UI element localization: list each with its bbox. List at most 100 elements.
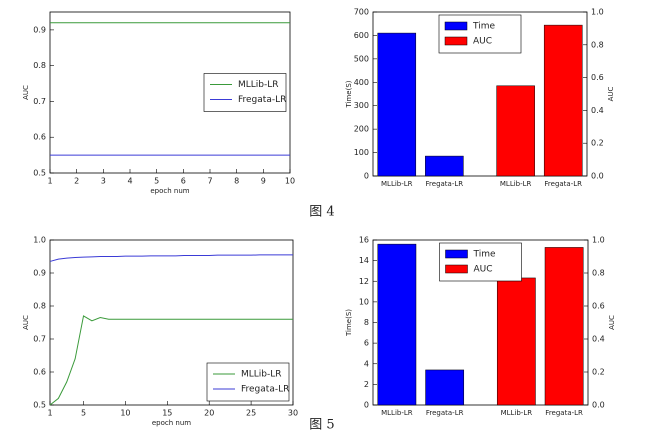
y2-tick-label: 0.2 (591, 139, 604, 148)
y-tick-label: 16 (359, 236, 369, 245)
legend-label: Time (473, 250, 496, 260)
x-tick-label: 10 (120, 409, 130, 418)
y-tick-label: 0.5 (33, 401, 46, 410)
bar (496, 277, 536, 406)
bar (544, 247, 584, 406)
x-tick-label: MLLib-LR (381, 180, 413, 188)
x-tick-label: 30 (288, 409, 298, 418)
y-tick-label: 8 (364, 318, 369, 327)
y2-tick-label: 0.8 (591, 40, 604, 49)
legend-swatch (444, 36, 468, 46)
y2-tick-label: 0.4 (592, 335, 605, 344)
x-tick-label: 15 (162, 409, 172, 418)
x-tick-label: 4 (127, 177, 132, 186)
legend-swatch (444, 21, 468, 31)
legend-swatch (445, 264, 468, 274)
plot-frame (372, 11, 588, 177)
x-tick-label: 3 (101, 177, 106, 186)
bar (425, 369, 465, 406)
x-tick-label: 8 (234, 177, 239, 186)
y2-axis-label: AUC (607, 86, 615, 101)
x-tick-label: 7 (207, 177, 212, 186)
y-axis-label: AUC (22, 315, 30, 330)
x-tick-label: MLLib-LR (381, 409, 413, 417)
x-axis-label: epoch num (150, 187, 189, 195)
x-tick-label: 5 (154, 177, 159, 186)
plot-frame (49, 239, 294, 406)
y-tick-label: 200 (354, 125, 369, 134)
legend-label: Fregata-LR (241, 385, 289, 395)
y-tick-label: 300 (354, 101, 369, 110)
y-tick-label: 1.0 (33, 236, 46, 245)
legend-label: Fregata-LR (238, 95, 286, 105)
x-tick-label: 20 (204, 409, 214, 418)
y2-tick-label: 1.0 (592, 236, 605, 245)
legend-label: AUC (473, 37, 492, 47)
bar (543, 24, 583, 177)
y-tick-label: 0.7 (33, 97, 46, 106)
legend-box (439, 242, 522, 282)
caption: 图 5 (309, 418, 334, 433)
bar (425, 155, 464, 177)
x-tick-label: 1 (47, 177, 52, 186)
x-tick-label: 10 (285, 177, 295, 186)
y-tick-label: 0.8 (33, 302, 46, 311)
y-tick-label: 0 (364, 172, 369, 181)
y2-tick-label: 0.0 (591, 172, 604, 181)
y-tick-label: 600 (354, 31, 369, 40)
y-axis-label: AUC (22, 85, 30, 100)
x-tick-label: 9 (261, 177, 266, 186)
y-axis-label: Time(S) (345, 80, 353, 108)
x-tick-label: 5 (81, 409, 86, 418)
y-tick-label: 500 (354, 54, 369, 63)
x-tick-label: 1 (47, 409, 52, 418)
y-tick-label: 6 (364, 339, 369, 348)
bar (377, 243, 417, 406)
y2-axis-label: AUC (608, 315, 616, 330)
x-tick-label: MLLib-LR (500, 180, 532, 188)
x-tick-label: MLLib-LR (501, 409, 533, 417)
legend-label: MLLib-LR (241, 370, 282, 380)
legend-box (206, 362, 290, 402)
x-tick-label: 25 (246, 409, 256, 418)
y-tick-label: 100 (354, 148, 369, 157)
y-tick-label: 12 (359, 277, 369, 286)
y-tick-label: 10 (359, 297, 369, 306)
y-tick-label: 2 (364, 380, 369, 389)
y-axis-label: Time(S) (345, 309, 353, 337)
x-tick-label: Fregata-LR (426, 180, 464, 188)
y-tick-label: 0.6 (33, 368, 46, 377)
x-axis-label: epoch num (152, 419, 191, 427)
y2-tick-label: 0.6 (591, 73, 604, 82)
line-series (49, 254, 293, 262)
y2-tick-label: 1.0 (591, 8, 604, 17)
legend-label: Time (472, 22, 495, 32)
caption: 图 4 (309, 205, 334, 220)
y-tick-label: 4 (364, 359, 369, 368)
y2-tick-label: 0.0 (592, 401, 605, 410)
y-tick-label: 700 (354, 8, 369, 17)
y-tick-label: 0 (364, 401, 369, 410)
plot-frame (49, 11, 291, 174)
legend-label: MLLib-LR (238, 80, 279, 90)
y2-tick-label: 0.6 (592, 302, 605, 311)
bar (496, 85, 535, 177)
legend-box (438, 14, 522, 54)
line-series (49, 315, 293, 406)
legend-swatch (445, 249, 468, 259)
x-tick-label: Fregata-LR (544, 180, 582, 188)
x-tick-label: Fregata-LR (426, 409, 464, 417)
y-tick-label: 0.7 (33, 335, 46, 344)
y-tick-label: 0.9 (33, 269, 46, 278)
y2-tick-label: 0.2 (592, 368, 605, 377)
y-tick-label: 0.8 (33, 61, 46, 70)
x-tick-label: Fregata-LR (545, 409, 583, 417)
x-tick-label: 6 (181, 177, 186, 186)
y-tick-label: 0.5 (33, 169, 46, 178)
y-tick-label: 400 (354, 78, 369, 87)
y-tick-label: 14 (359, 256, 369, 265)
y2-tick-label: 0.4 (591, 106, 604, 115)
y-tick-label: 0.6 (33, 133, 46, 142)
legend-label: AUC (474, 265, 493, 275)
